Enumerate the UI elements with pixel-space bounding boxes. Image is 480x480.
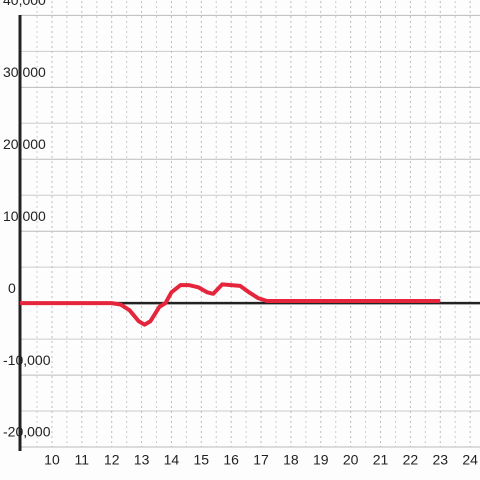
y-tick-label: -20,000 <box>3 424 51 440</box>
x-tick-label: 23 <box>432 452 448 468</box>
x-tick-label: 24 <box>462 452 478 468</box>
x-tick-label: 20 <box>343 452 359 468</box>
x-tick-label: 19 <box>313 452 329 468</box>
y-tick-label: -10,000 <box>3 352 51 368</box>
x-tick-label: 10 <box>44 452 60 468</box>
x-tick-label: 13 <box>134 452 150 468</box>
x-tick-label: 21 <box>373 452 389 468</box>
x-tick-label: 18 <box>283 452 299 468</box>
y-tick-label: 10,000 <box>3 208 46 224</box>
y-tick-label: 30,000 <box>3 64 46 80</box>
x-tick-label: 11 <box>75 452 90 468</box>
x-tick-label: 22 <box>403 452 419 468</box>
x-tick-label: 14 <box>164 452 180 468</box>
x-tick-label: 16 <box>223 452 239 468</box>
x-tick-label: 12 <box>104 452 120 468</box>
x-tick-label: 17 <box>253 452 269 468</box>
y-tick-label: 0 <box>8 280 16 296</box>
x-tick-label: 15 <box>194 452 210 468</box>
y-tick-label: 20,000 <box>3 136 46 152</box>
y-tick-label: 40,000 <box>3 0 46 8</box>
data-line <box>20 282 441 327</box>
